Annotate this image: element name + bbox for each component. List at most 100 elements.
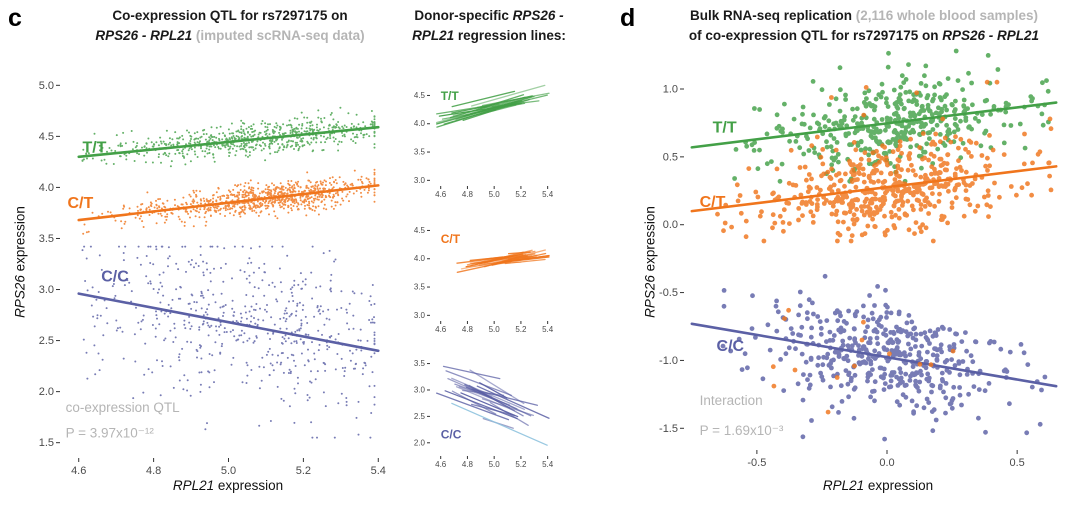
svg-text:5.4: 5.4 — [542, 325, 554, 334]
svg-text:4.0: 4.0 — [414, 254, 426, 263]
panel-c-xlabel-gene: RPL21 — [172, 478, 215, 493]
svg-text:0.0: 0.0 — [663, 219, 678, 231]
donor-tt-lines-plot: 4.6 4.8 5.0 5.2 5.4 3.0 3.5 4.0 4.5 T/T — [414, 84, 554, 199]
svg-text:-1.5: -1.5 — [659, 423, 678, 435]
panel-d-title-main1: Bulk RNA-seq replication — [689, 8, 856, 23]
panel-c-letter: c — [8, 4, 22, 32]
svg-text:0.5: 0.5 — [663, 151, 678, 163]
svg-text:5.2: 5.2 — [515, 190, 527, 199]
panel-d-xlabel-gene: RPL21 — [822, 478, 865, 493]
panel-mid-title: Donor-specific RPS26 - RPL21 regression … — [400, 6, 578, 47]
panel-c-xlabel-rest: expression — [214, 478, 284, 493]
svg-text:2.5: 2.5 — [39, 335, 54, 347]
panel-mid-title-gene2: RPL21 — [412, 28, 455, 44]
panel-d-ylabel-gene: RPS26 — [642, 275, 658, 318]
svg-text:3.5: 3.5 — [414, 359, 426, 368]
panel-d-title-line2: of co-expression QTL for rs7297175 on RP… — [648, 26, 1080, 46]
panel-d-letter: d — [620, 4, 636, 32]
svg-text:5.4: 5.4 — [542, 460, 554, 469]
svg-text:3.5: 3.5 — [39, 233, 54, 245]
panel-mid-title-text1: Donor-specific — [414, 8, 513, 23]
svg-text:P = 1.69x10⁻³: P = 1.69x10⁻³ — [700, 423, 784, 438]
svg-text:-0.5: -0.5 — [747, 457, 766, 469]
svg-text:5.4: 5.4 — [542, 190, 554, 199]
donor-ct-lines-plot: 4.6 4.8 5.0 5.2 5.4 3.0 3.5 4.0 4.5 C/T — [414, 226, 554, 334]
panel-c-ylabel-rest: expression — [12, 206, 28, 276]
svg-text:5.0: 5.0 — [489, 460, 501, 469]
panel-c-title: Co-expression QTL for rs7297175 on RPS26… — [45, 6, 415, 47]
svg-text:3.5: 3.5 — [414, 283, 426, 292]
svg-text:5.2: 5.2 — [515, 460, 527, 469]
panel-d-xlabel-rest: expression — [864, 478, 934, 493]
panel-mid-title-line2: RPL21 regression lines: — [400, 26, 578, 46]
svg-text:2.0: 2.0 — [39, 386, 54, 398]
svg-text:C/T: C/T — [67, 195, 93, 212]
svg-text:Interaction: Interaction — [700, 393, 763, 408]
svg-text:4.8: 4.8 — [462, 460, 474, 469]
panel-c-title-genes: RPS26 - RPL21 — [95, 28, 193, 44]
svg-text:4.8: 4.8 — [462, 325, 474, 334]
svg-text:2.5: 2.5 — [414, 412, 426, 421]
panel-d-title-note: (2,116 whole blood samples) — [855, 8, 1039, 23]
svg-text:C/C: C/C — [441, 428, 462, 442]
svg-text:P = 3.97x10⁻¹²: P = 3.97x10⁻¹² — [66, 426, 155, 441]
svg-text:T/T: T/T — [441, 89, 460, 103]
svg-text:C/T: C/T — [441, 232, 461, 246]
svg-text:4.6: 4.6 — [435, 325, 447, 334]
panel-c-y-axis-label: RPS26 expression — [13, 206, 28, 318]
svg-text:3.0: 3.0 — [414, 176, 426, 185]
panel-d-scatter-plot: -0.5 0.0 0.5 -1.5 -1.0 -0.5 0.0 0.5 1.0 T/T C/T C/C… — [659, 48, 1058, 469]
panel-d-title-main2: of co-expression QTL for rs7297175 on — [688, 28, 943, 44]
svg-text:T/T: T/T — [82, 140, 106, 157]
svg-text:2.0: 2.0 — [414, 438, 426, 447]
panel-mid-title-line1: Donor-specific RPS26 - — [400, 6, 578, 26]
panel-mid-title-text2: regression lines: — [454, 28, 566, 44]
panel-d-x-axis-label: RPL21 expression — [823, 478, 933, 493]
panel-c-title-line2: RPS26 - RPL21 (imputed scRNA-seq data) — [45, 26, 415, 46]
svg-text:co-expression QTL: co-expression QTL — [66, 400, 181, 415]
svg-text:-0.5: -0.5 — [659, 287, 678, 299]
svg-text:0.5: 0.5 — [1010, 457, 1025, 469]
svg-text:4.0: 4.0 — [414, 119, 426, 128]
svg-text:5.0: 5.0 — [489, 190, 501, 199]
panel-d-y-axis-label: RPS26 expression — [643, 206, 658, 318]
svg-text:C/C: C/C — [717, 338, 745, 355]
donor-cc-lines-plot: 4.6 4.8 5.0 5.2 5.4 2.0 2.5 3.0 3.5 C/C — [414, 359, 554, 469]
svg-text:-1.0: -1.0 — [659, 355, 678, 367]
panel-c-title-note: (imputed scRNA-seq data) — [192, 28, 365, 44]
svg-text:5.2: 5.2 — [515, 325, 527, 334]
svg-text:4.6: 4.6 — [71, 465, 86, 477]
svg-text:C/T: C/T — [700, 194, 726, 211]
svg-text:4.5: 4.5 — [414, 226, 426, 235]
svg-text:3.0: 3.0 — [414, 385, 426, 394]
svg-text:4.8: 4.8 — [462, 190, 474, 199]
svg-text:4.6: 4.6 — [435, 190, 447, 199]
svg-text:4.0: 4.0 — [39, 182, 54, 194]
svg-text:5.4: 5.4 — [371, 465, 386, 477]
svg-text:C/C: C/C — [101, 268, 129, 285]
panel-c-ylabel-gene: RPS26 — [12, 275, 28, 318]
svg-text:5.2: 5.2 — [296, 465, 311, 477]
svg-text:4.5: 4.5 — [39, 131, 54, 143]
svg-text:4.8: 4.8 — [146, 465, 161, 477]
panel-c-scatter-plot: 4.6 4.8 5.0 5.2 5.4 1.5 2.0 2.5 3.0 3.5 4.0 4.5 5.0 T… — [39, 80, 386, 477]
panel-d-ylabel-rest: expression — [642, 206, 658, 276]
svg-text:T/T: T/T — [713, 119, 737, 136]
panel-mid-title-gene1: RPS26 - — [512, 8, 564, 23]
svg-text:5.0: 5.0 — [39, 80, 54, 92]
svg-text:5.0: 5.0 — [489, 325, 501, 334]
svg-text:4.5: 4.5 — [414, 91, 426, 100]
panel-c-title-text1: Co-expression QTL for rs7297175 on — [112, 8, 348, 23]
svg-text:3.0: 3.0 — [414, 311, 426, 320]
panel-d-title-genes: RPS26 - RPL21 — [942, 28, 1040, 44]
svg-text:4.6: 4.6 — [435, 460, 447, 469]
panel-c-title-line1: Co-expression QTL for rs7297175 on — [45, 6, 415, 26]
svg-text:1.0: 1.0 — [663, 84, 678, 96]
panel-c-x-axis-label: RPL21 expression — [173, 478, 283, 493]
svg-text:0.0: 0.0 — [879, 457, 894, 469]
svg-text:1.5: 1.5 — [39, 437, 54, 449]
svg-text:3.0: 3.0 — [39, 284, 54, 296]
svg-text:3.5: 3.5 — [414, 148, 426, 157]
svg-text:5.0: 5.0 — [221, 465, 236, 477]
